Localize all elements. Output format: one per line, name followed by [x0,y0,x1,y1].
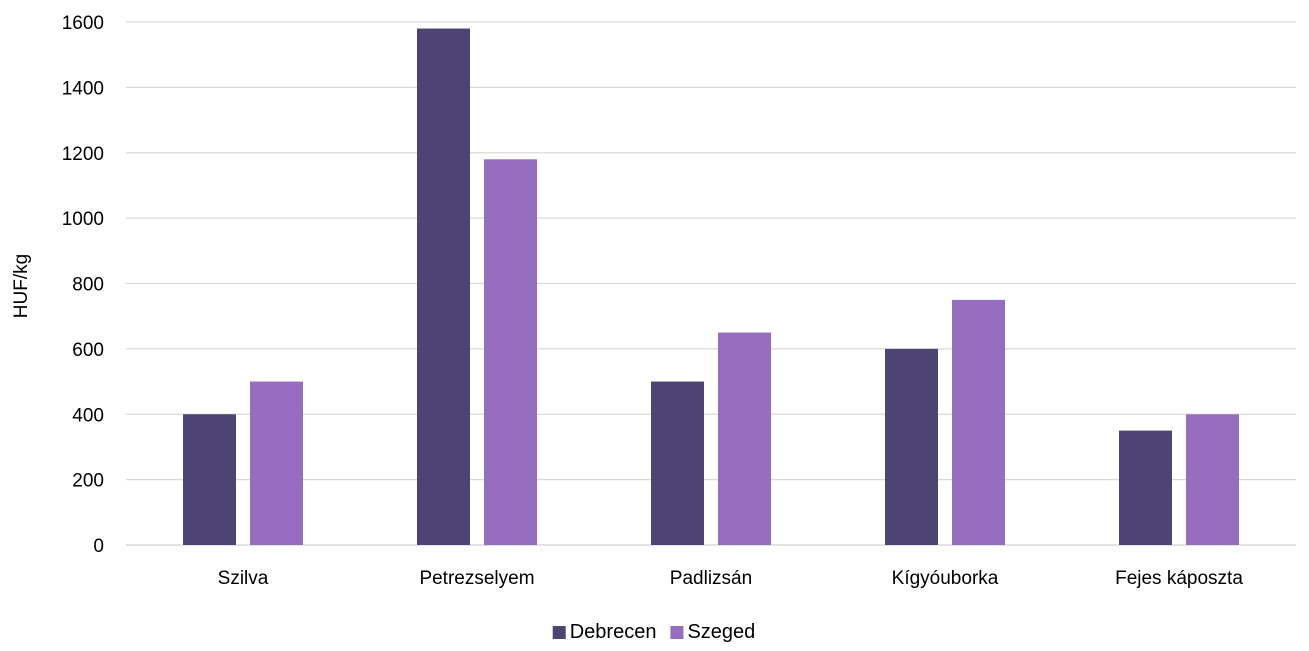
bar-szeged-4 [1186,414,1239,545]
x-tick-label: Petrezselyem [419,568,534,589]
bar-szeged-2 [718,332,771,545]
y-tick-label: 1000 [62,209,104,230]
bar-szeged-1 [484,159,537,545]
legend: Debrecen Szeged [552,621,755,643]
bar-debrecen-2 [651,381,704,545]
y-axis-ticks: 0 200 400 600 800 1000 1200 1400 1600 [62,13,104,557]
y-tick-label: 400 [72,405,104,426]
y-tick-label: 1200 [62,144,104,165]
y-tick-label: 800 [72,275,104,296]
y-tick-label: 1600 [62,13,104,34]
y-tick-label: 600 [72,340,104,361]
bar-debrecen-4 [1119,430,1172,545]
x-tick-label: Fejes káposzta [1115,568,1243,589]
y-tick-label: 0 [93,536,104,557]
legend-item: Szeged [670,621,755,643]
legend-swatch [552,626,566,639]
bar-debrecen-3 [885,348,938,545]
legend-label: Debrecen [570,621,657,643]
x-tick-label: Padlizsán [670,568,752,589]
y-tick-label: 1400 [62,78,104,99]
y-axis-title: HUF/kg [11,254,32,318]
x-tick-label: Szilva [218,568,269,589]
legend-item: Debrecen [552,621,657,643]
gridlines [126,21,1296,546]
x-axis-ticks: Szilva Petrezselyem Padlizsán Kígyóuborka Fe… [218,568,1244,589]
bar-debrecen-0 [183,414,236,545]
legend-label: Szeged [687,621,755,643]
bars [183,28,1239,546]
bar-debrecen-1 [417,28,470,546]
legend-swatch [670,626,684,639]
y-tick-label: 200 [72,471,104,492]
x-tick-label: Kígyóuborka [892,568,999,589]
bar-szeged-3 [952,299,1005,545]
bar-szeged-0 [250,381,303,545]
